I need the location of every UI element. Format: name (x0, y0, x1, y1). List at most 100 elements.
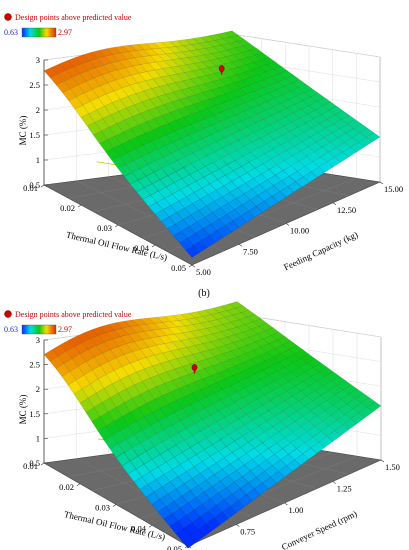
surface-facet (205, 115, 221, 126)
surface-facet (300, 386, 316, 397)
surface-facet (322, 101, 338, 111)
surface-facet (277, 78, 293, 87)
surface-facet (350, 142, 365, 153)
surface-facet (236, 146, 251, 157)
surface-facet (182, 404, 197, 417)
y-tick-label: 0.04 (134, 243, 150, 253)
surface-facet (303, 171, 318, 183)
surface-facet (268, 89, 283, 99)
surface-facet (328, 106, 344, 116)
surface-facet (308, 101, 324, 111)
y-tick (151, 244, 156, 248)
surface-facet (192, 352, 207, 362)
surface-facet (220, 329, 236, 338)
surface-facet (129, 456, 145, 470)
surface-facet (248, 157, 264, 169)
y-tick-label: 0.03 (95, 503, 110, 513)
surface-facet (331, 128, 347, 139)
surface-facet (170, 200, 185, 213)
x-tick-label: 0.75 (240, 527, 255, 537)
surface-facet (204, 81, 219, 91)
surface-facet (351, 132, 367, 143)
z-tick-label: 2.5 (29, 360, 40, 370)
surface-facet (305, 118, 320, 129)
surface-facet (174, 332, 189, 341)
surface-facet (282, 371, 298, 382)
surface-facet (121, 460, 137, 475)
surface-facet (236, 102, 252, 112)
surface-facet (312, 156, 328, 168)
surface-facet (257, 190, 273, 202)
surface-facet (209, 58, 224, 67)
surface-facet (189, 121, 205, 132)
y-tick (76, 483, 81, 486)
z-tick-label: 2.5 (29, 80, 40, 90)
surface-facet (63, 358, 79, 372)
surface-facet (126, 341, 141, 352)
surface-facet (191, 516, 207, 530)
surface-facet (206, 474, 221, 487)
panel-caption: (b) (198, 288, 210, 299)
surface-facet (265, 185, 281, 197)
surface-facet (252, 138, 267, 149)
surface-facet (314, 147, 329, 158)
surface-facet (262, 159, 278, 170)
surface-facet (263, 76, 279, 86)
surface-facet (261, 169, 276, 181)
surface-facet (327, 114, 342, 125)
surface-facet (175, 117, 191, 129)
surface-facet (345, 128, 361, 138)
surface-facet (149, 149, 164, 162)
z-tick-label: 3 (36, 55, 40, 65)
colorbar (21, 27, 57, 38)
surface-facet (333, 119, 348, 129)
surface-facet (195, 228, 210, 241)
surface-facet (326, 156, 342, 168)
surface-facet (158, 335, 173, 344)
surface-facet (285, 113, 300, 123)
surface-facet (216, 93, 232, 104)
surface-facet (275, 126, 291, 136)
surface-facet (268, 340, 284, 349)
surface-facet (161, 216, 176, 229)
surface-facet (130, 180, 145, 192)
surface-facet (258, 101, 274, 111)
surface-facet (347, 119, 362, 129)
x-tick (191, 264, 196, 268)
surface-facet (176, 207, 191, 220)
surface-facet (213, 112, 228, 122)
surface-facet (271, 111, 286, 122)
surface-facet (118, 388, 133, 403)
surface-facet (294, 453, 309, 466)
surface-facet (175, 45, 190, 53)
surface-facet (365, 132, 381, 143)
x-tick-label: 10.00 (290, 226, 309, 236)
surface-facet (304, 367, 320, 377)
surface-facet (218, 406, 233, 418)
surface-facet (286, 104, 302, 114)
surface-facet (148, 202, 163, 215)
surface-facet (257, 71, 273, 81)
surface-facet (189, 170, 204, 182)
surface-facet (201, 99, 216, 109)
z-tick-label: 1.5 (29, 130, 40, 140)
surface-facet (270, 154, 286, 166)
surface-facet (85, 77, 101, 90)
surface-facet (285, 75, 301, 84)
surface-facet (294, 100, 310, 110)
surface-facet (216, 457, 231, 470)
surface-facet (252, 347, 268, 357)
surface-facet (206, 433, 221, 445)
surface-facet (67, 379, 83, 395)
surface-facet (121, 140, 136, 153)
surface-facet (281, 131, 297, 141)
surface-facet (262, 437, 277, 449)
surface-facet (160, 123, 175, 135)
surface-facet (170, 349, 185, 359)
surface-facet (289, 171, 304, 182)
surface-facet (136, 187, 151, 200)
surface-facet (173, 178, 189, 190)
z-tick-label: 0.5 (29, 458, 40, 468)
surface-facet (227, 114, 242, 125)
